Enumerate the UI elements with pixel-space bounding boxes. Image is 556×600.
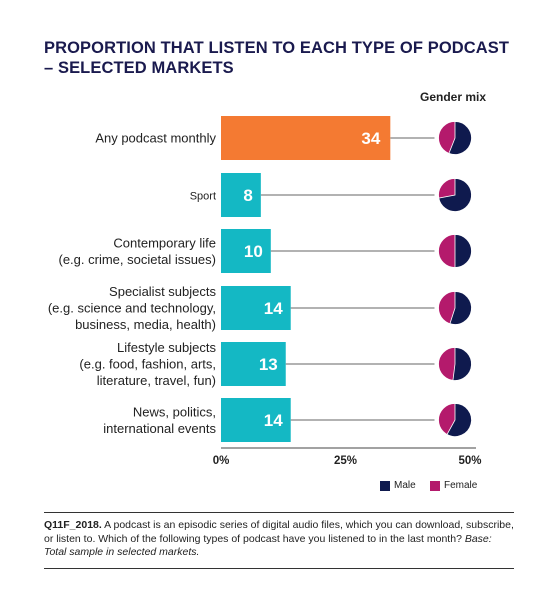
footnote-text: A podcast is an episodic series of digit… — [44, 519, 514, 545]
legend-female: Female — [430, 480, 477, 491]
legend-male: Male — [380, 480, 416, 491]
chart-title-line2: – SELECTED MARKETS — [44, 59, 234, 77]
bar-value-label: 10 — [244, 242, 263, 261]
bar-value-label: 8 — [243, 186, 252, 205]
bar — [221, 229, 271, 273]
category-label: Any podcast monthly — [95, 131, 216, 146]
bar — [221, 116, 391, 160]
category-label: Lifestyle subjects — [117, 340, 216, 355]
category-label: Contemporary life — [113, 235, 216, 250]
bar-value-label: 34 — [361, 129, 380, 148]
category-label: Specialist subjects — [109, 284, 216, 299]
bar — [221, 173, 261, 217]
bar-value-label: 13 — [259, 355, 278, 374]
pie-male-slice — [452, 347, 472, 381]
category-label: international events — [103, 421, 216, 436]
category-label: News, politics, — [133, 404, 216, 419]
legend-male-swatch — [380, 480, 390, 491]
bar — [221, 286, 291, 330]
pie-male-slice — [446, 403, 472, 437]
footnote: Q11F_2018. A podcast is an episodic seri… — [44, 512, 514, 569]
legend-female-label: Female — [444, 480, 478, 491]
bar-value-label: 14 — [264, 411, 283, 430]
x-tick-label: 25% — [334, 455, 357, 467]
chart-title-line1: PROPORTION THAT LISTEN TO EACH TYPE OF P… — [44, 39, 510, 57]
legend-male-label: Male — [394, 480, 416, 491]
footnote-code: Q11F_2018. — [44, 519, 102, 531]
category-label: (e.g. food, fashion, arts, — [79, 357, 216, 372]
category-label: business, media, health) — [75, 317, 216, 332]
pie-male-slice — [449, 291, 472, 325]
category-label: Sport — [190, 191, 216, 203]
x-tick-label: 50% — [458, 455, 481, 467]
footnote-base: Base: Total sample in selected markets. — [44, 532, 492, 559]
legend-female-swatch — [430, 480, 440, 491]
bar — [221, 398, 291, 442]
gender-mix-header: Gender mix — [420, 90, 487, 104]
pie-male-slice — [448, 121, 472, 155]
category-label: literature, travel, fun) — [97, 373, 216, 388]
pie-male-slice — [438, 178, 472, 212]
chart-title: PROPORTION THAT LISTEN TO EACH TYPE OF P… — [44, 38, 524, 78]
x-tick-label: 0% — [213, 455, 230, 467]
bar-value-label: 14 — [264, 299, 283, 318]
pie-male-slice — [454, 234, 472, 268]
bar — [221, 342, 286, 386]
category-label: (e.g. science and technology, — [48, 301, 216, 316]
category-label: (e.g. crime, societal issues) — [59, 252, 217, 267]
